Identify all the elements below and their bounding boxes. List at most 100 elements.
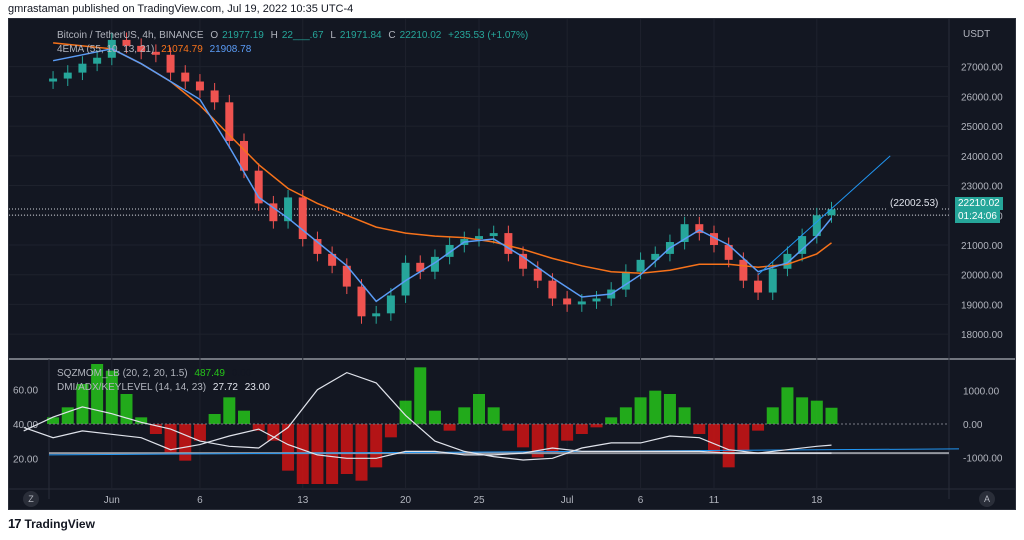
candle-body [416,262,425,272]
sqz-bar [223,397,236,424]
sqz-bar [766,407,779,424]
candle-body [181,72,190,82]
sqz-bar [619,407,632,424]
candle-body [475,236,483,240]
sqz-bar [193,424,206,441]
sqz-bar [164,424,177,454]
sqz-bar [47,417,60,424]
dmi-value-2: 23.00 [244,382,270,393]
countdown-badge: 01:24:06 [955,210,1000,223]
dmi-line [23,371,832,461]
candle-body [533,268,542,281]
ema-label[interactable]: 4EMA (55, 10, 13, 21) [57,44,155,55]
candle-body [225,102,234,141]
x-tick-label: Jul [561,495,574,506]
price-badge: 22210.02 [955,197,1003,210]
dmi-tick-label: 20.00 [13,454,38,465]
zoom-button[interactable]: Z [23,491,39,507]
sqz-bar [531,424,544,458]
candle-body [372,313,381,317]
candle-body [621,271,630,290]
candle-body [254,170,263,204]
candle-body [195,81,204,91]
level-label: (22002.53) [887,197,942,210]
candle-body [592,298,601,302]
ema-slow-line [53,42,832,274]
sqz-bar [458,407,471,424]
candle-body [166,54,175,73]
sqz-bar [517,424,530,448]
y-tick-label: 25000.00 [961,122,1003,133]
dmi-line [23,426,832,459]
candle-body [739,259,748,281]
ema-slow-value: 21074.79 [161,44,203,55]
candle-body [445,244,454,257]
sqz-bar [179,424,192,461]
dmi-value-1: 27.72 [212,382,238,393]
symbol-row: Bitcoin / TetherUS, 4h, BINANCE O 21977.1… [57,29,532,43]
sqz-bar [443,424,456,431]
x-tick-label: 6 [197,495,203,506]
candle-body [328,253,337,266]
indicator-legend: SQZMOM_LB (20, 2, 20, 1.5) 487.49 0.00 D… [57,367,274,395]
close-value: 22210.02 [399,30,442,41]
y-tick-label: 20000.00 [961,271,1003,282]
sqz-label[interactable]: SQZMOM_LB (20, 2, 20, 1.5) [57,368,188,379]
close-label: C [388,30,396,41]
sqz-bar [282,424,295,471]
sqz-value-2: 0.00 [231,368,252,379]
candle-body [269,203,278,222]
trendline [757,155,891,276]
candle-body [63,72,72,79]
y-tick-label: 19000.00 [961,300,1003,311]
sqz-bar [722,424,735,468]
sqz-tick-label: 1000.00 [963,387,1000,398]
sqz-bar [267,424,280,441]
sqz-bar [135,417,148,424]
candle-body [122,39,131,46]
sqz-bar [473,394,485,424]
sqz-bar [649,390,662,424]
x-tick-label: 20 [400,495,412,506]
footer-brand: 17 TradingView [8,516,95,531]
candle-body [151,51,160,55]
sqz-bar [414,367,427,424]
sqz-bar [76,384,89,424]
sqz-bar [502,424,515,431]
main-legend: Bitcoin / TetherUS, 4h, BINANCE O 21977.1… [57,29,532,57]
sqz-bar [590,424,603,428]
high-label: H [270,30,278,41]
candle-body [401,262,410,296]
candle-body [812,215,821,237]
high-value: 22___.67 [281,30,324,41]
sqz-tick-label: 0.00 [963,420,983,431]
ema-row: 4EMA (55, 10, 13, 21) 21074.79 21908.78 [57,43,532,57]
open-label: O [210,30,219,41]
candle-body [489,233,498,237]
sqz-bar [149,424,162,434]
sqz-bar [605,417,618,424]
sqz-bar [370,424,383,468]
candle-body [798,236,807,254]
sqz-bar [238,410,250,424]
candle-body [651,253,660,260]
candle-body [298,197,307,240]
indicator-trendline [48,448,960,456]
sqz-bar [340,424,353,474]
sqz-bar [634,397,647,424]
chart-frame[interactable]: USDT 27000.00 26000.00 25000.00 24000.00 2300… [8,18,1016,510]
candle-body [284,197,293,222]
candle-body [504,233,513,254]
candle-body [240,140,248,171]
dmi-label[interactable]: DMI/ADX/KEYLEVEL (14, 14, 23) [57,382,207,393]
candle-body [636,259,645,272]
y-tick-label: 24000.00 [961,152,1003,163]
chart-canvas[interactable]: USDT 27000.00 26000.00 25000.00 24000.00 2300… [9,19,1015,509]
sqz-bar [487,407,500,424]
footer-brand-name: TradingView [24,516,95,531]
dmi-tick-label: 60.00 [13,386,38,397]
sqz-bar [796,397,809,424]
symbol-title[interactable]: Bitcoin / TetherUS, 4h, BINANCE [57,30,204,41]
auto-scale-button[interactable]: A [979,491,995,507]
candle-body [210,90,219,103]
